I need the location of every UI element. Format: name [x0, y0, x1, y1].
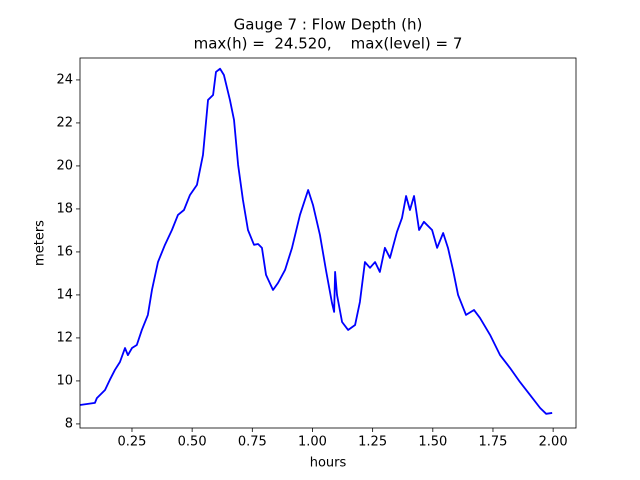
y-tick-label: 12 [56, 330, 73, 345]
x-tick-label: 1.75 [478, 435, 507, 450]
x-tick-label: 2.00 [539, 435, 568, 450]
x-tick-label: 1.25 [358, 435, 387, 450]
x-axis-label: hours [310, 456, 347, 471]
x-tick-label: 0.75 [238, 435, 267, 450]
chart-title: Gauge 7 : Flow Depth (h) [234, 16, 423, 34]
plot-frame [79, 57, 577, 429]
x-tick-label: 1.00 [298, 435, 327, 450]
x-tick-label: 0.25 [118, 435, 147, 450]
y-tick-label: 16 [56, 244, 73, 259]
x-tick-label: 0.50 [178, 435, 207, 450]
chart-subtitle: max(h) = 24.520, max(level) = 7 [194, 35, 463, 53]
y-tick-label: 8 [65, 416, 73, 431]
y-tick-label: 20 [56, 158, 73, 173]
y-tick-label: 24 [56, 72, 73, 87]
x-tick-label: 1.50 [418, 435, 447, 450]
y-tick-label: 14 [56, 287, 73, 302]
data-line [79, 67, 553, 415]
y-axis-label: meters [33, 220, 48, 266]
y-tick-label: 18 [56, 201, 73, 216]
y-tick-label: 22 [56, 115, 73, 130]
y-tick-label: 10 [56, 373, 73, 388]
